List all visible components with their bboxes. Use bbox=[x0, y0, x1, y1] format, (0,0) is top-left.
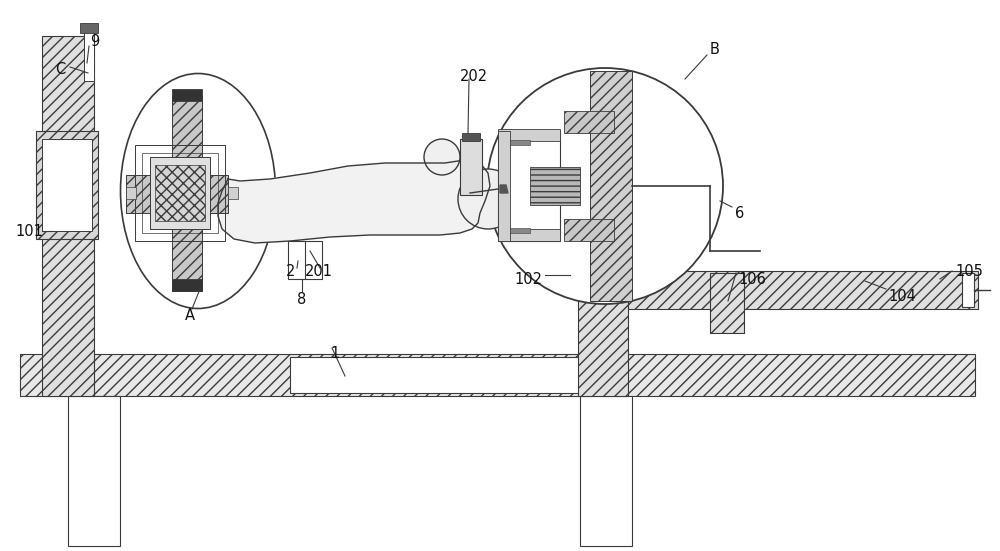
Bar bbox=[498, 131, 510, 241]
Text: 106: 106 bbox=[738, 272, 766, 287]
Circle shape bbox=[424, 139, 460, 175]
Bar bbox=[172, 89, 202, 101]
Bar bbox=[42, 36, 94, 396]
Circle shape bbox=[458, 169, 518, 229]
Bar bbox=[228, 187, 238, 199]
Text: 201: 201 bbox=[305, 263, 333, 278]
Text: A: A bbox=[185, 309, 195, 323]
Bar bbox=[578, 136, 628, 396]
Bar bbox=[628, 271, 978, 309]
Polygon shape bbox=[218, 159, 490, 243]
Text: 8: 8 bbox=[297, 291, 307, 306]
Bar bbox=[84, 27, 94, 81]
Text: C: C bbox=[55, 62, 65, 77]
Bar bbox=[42, 139, 92, 231]
Text: 102: 102 bbox=[514, 272, 542, 287]
Bar bbox=[510, 140, 530, 145]
Bar bbox=[498, 129, 560, 141]
Text: 1: 1 bbox=[330, 345, 339, 360]
Bar bbox=[962, 273, 974, 307]
Bar bbox=[172, 96, 202, 291]
Bar bbox=[20, 354, 975, 396]
Bar bbox=[288, 241, 322, 279]
Bar bbox=[142, 153, 218, 233]
Bar bbox=[710, 273, 744, 333]
Text: 105: 105 bbox=[955, 263, 983, 278]
Bar bbox=[135, 145, 225, 241]
Bar bbox=[290, 357, 600, 393]
Text: 2: 2 bbox=[286, 263, 295, 278]
Bar bbox=[564, 111, 614, 133]
Bar bbox=[462, 133, 480, 141]
Bar bbox=[498, 131, 560, 241]
Bar bbox=[126, 187, 136, 199]
Text: B: B bbox=[710, 41, 720, 57]
Bar bbox=[150, 157, 210, 229]
Bar bbox=[498, 229, 560, 241]
Text: 6: 6 bbox=[735, 206, 744, 220]
Bar bbox=[590, 71, 632, 301]
Bar bbox=[530, 167, 580, 205]
Bar bbox=[68, 396, 120, 546]
Circle shape bbox=[487, 68, 723, 304]
Bar bbox=[126, 175, 228, 213]
Bar bbox=[580, 396, 632, 546]
Bar bbox=[460, 139, 482, 195]
Text: 101: 101 bbox=[15, 224, 43, 239]
Text: 202: 202 bbox=[460, 68, 488, 84]
Bar bbox=[510, 228, 530, 233]
Bar bbox=[155, 165, 205, 221]
Bar bbox=[36, 131, 98, 239]
Text: 104: 104 bbox=[888, 289, 916, 304]
Ellipse shape bbox=[120, 73, 276, 309]
Polygon shape bbox=[500, 185, 508, 193]
Bar bbox=[80, 23, 98, 33]
Text: 9: 9 bbox=[90, 34, 99, 48]
Bar bbox=[564, 219, 614, 241]
Bar bbox=[172, 279, 202, 291]
